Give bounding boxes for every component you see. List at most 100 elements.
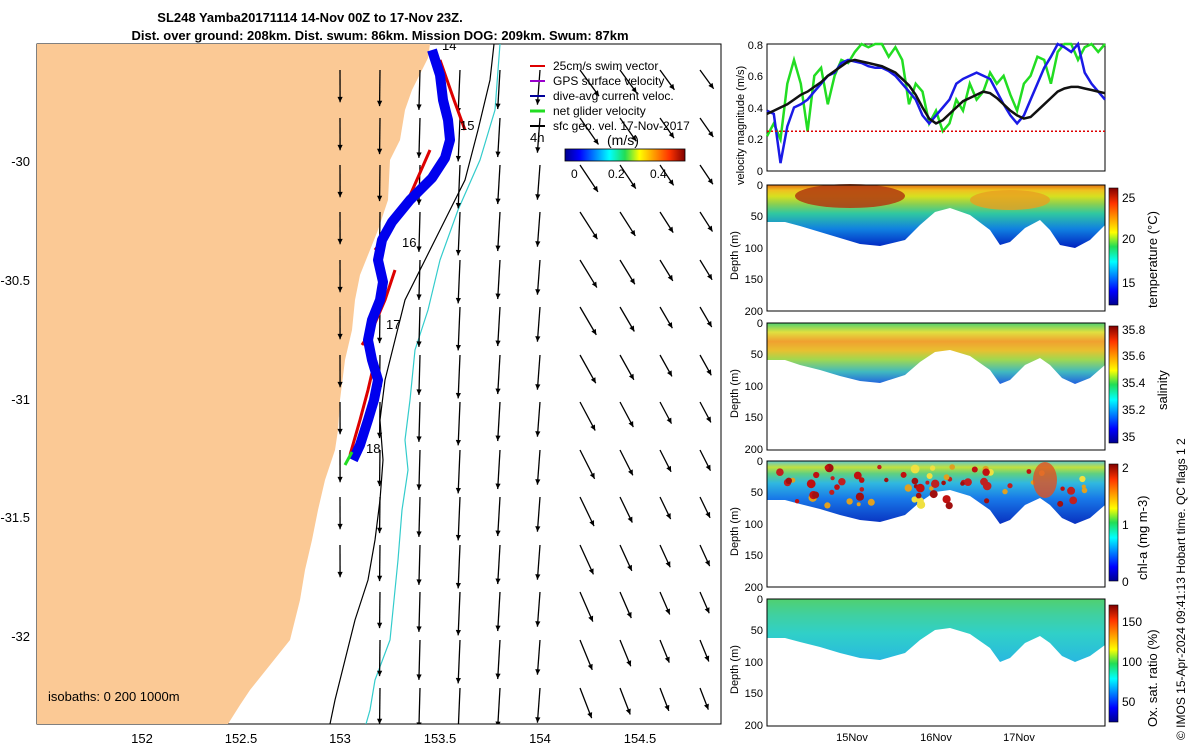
depth-tick: 200 <box>745 582 763 594</box>
velocity-arrowhead <box>455 487 461 494</box>
chlorophyll-sample-dot <box>949 464 955 470</box>
map-x-tick: 152.5 <box>225 731 258 746</box>
depth-axis-labels: Depth (m) Depth (m) Depth (m) Depth (m) <box>729 231 741 694</box>
velocity-arrow <box>536 496 541 532</box>
velocity-arrowhead <box>590 377 596 384</box>
velocity-arrowhead <box>337 144 343 151</box>
chlorophyll-sample-dot <box>943 474 950 481</box>
temperature-colorbar <box>1108 187 1119 306</box>
velocity-arrow <box>457 591 461 636</box>
glider-track <box>348 48 455 463</box>
depth-tick: 200 <box>745 444 763 456</box>
chlorophyll-sample-dot <box>904 484 912 492</box>
velocity-arrow <box>536 544 541 580</box>
vel-y-label: velocity magnitude (m/s) <box>735 66 747 185</box>
velocity-arrowhead <box>337 286 343 293</box>
colorbar-tick-0: 0 <box>571 167 578 181</box>
velocity-arrowhead <box>455 534 461 541</box>
chlorophyll-sample-dot <box>925 480 930 485</box>
velocity-arrowhead <box>495 293 501 300</box>
velocity-arrowhead <box>337 333 343 340</box>
chlorophyll-sample-dot <box>834 484 840 490</box>
vel-y-tick: 0.4 <box>748 103 763 115</box>
velocity-arrowhead <box>535 431 541 437</box>
chlorophyll-sample-dot <box>838 478 846 486</box>
velocity-arrow <box>536 449 541 485</box>
velocity-arrow <box>457 449 461 494</box>
velocity-arrow <box>497 687 501 724</box>
oxygen-frame <box>766 598 1106 727</box>
velocity-arrow <box>536 259 541 295</box>
velocity-arrowhead <box>665 513 671 520</box>
time-x-tick: 15Nov <box>836 732 868 744</box>
velocity-arrowhead <box>535 99 541 105</box>
velocity-arrow <box>457 639 461 684</box>
velocity-arrowhead <box>535 526 541 532</box>
depth-tick: 0 <box>757 456 763 468</box>
chlorophyll-sample-dot <box>785 477 792 484</box>
velocity-arrow <box>457 401 461 446</box>
oxygen-colorbar <box>1108 604 1119 723</box>
chlorophyll-sample-dot <box>867 498 875 506</box>
velocity-arrowhead <box>704 607 710 614</box>
chart-subtitle: Dist. over ground: 208km. Dist. swum: 86… <box>131 28 629 43</box>
velocity-arrowhead <box>377 527 383 534</box>
velocity-arrowhead <box>706 321 712 328</box>
extra-label: 4h <box>530 130 544 145</box>
chlorophyll-colorbar <box>1108 463 1119 582</box>
chlorophyll-sample-dot <box>794 499 800 504</box>
velocity-arrowhead <box>455 344 461 351</box>
chlorophyll-sample-dot <box>900 471 907 478</box>
velocity-arrow <box>418 306 421 347</box>
chlorophyll-sample-dot <box>980 477 988 486</box>
velocity-arrow <box>457 69 461 114</box>
salinity-cbar-tick: 35.4 <box>1122 376 1146 390</box>
chlorophyll-sample-dot <box>830 476 835 481</box>
velocity-arrow <box>536 401 541 437</box>
velocity-arrow <box>418 496 421 537</box>
colorbar-tick-2: 0.4 <box>650 167 667 181</box>
chlorophyll-sample-dot <box>910 464 920 474</box>
velocity-arrow <box>457 306 461 351</box>
velocity-arrowhead <box>627 564 632 571</box>
velocity-arrow <box>497 117 501 158</box>
net-glider-velocity <box>343 451 354 466</box>
isobath-1000m <box>365 44 501 724</box>
velocity-arrowhead <box>665 561 671 568</box>
velocity-arrowhead <box>455 202 461 209</box>
velocity-arrowhead <box>495 388 501 395</box>
chart-title: SL248 Yamba20171114 14-Nov 00Z to 17-Nov… <box>157 10 463 25</box>
velocity-arrowhead <box>337 571 343 578</box>
temperature-cbar-label: temperature (°C) <box>1145 211 1160 308</box>
oxygen-field <box>767 599 1105 662</box>
colorbar-unit: (m/s) <box>607 132 639 148</box>
velocity-arrowhead <box>455 677 461 684</box>
velocity-arrow <box>497 259 501 300</box>
velocity-arrowhead <box>455 392 461 399</box>
velocity-arrowhead <box>416 722 422 724</box>
salinity-colorbar <box>1108 325 1119 444</box>
velocity-arrowhead <box>592 185 598 192</box>
velocity-arrowhead <box>337 191 343 198</box>
chlorophyll-sample-dot <box>916 500 926 509</box>
velocity-arrow <box>457 354 461 399</box>
day-label-17: 17 <box>386 317 400 332</box>
velocity-arrow <box>497 496 501 537</box>
velocity-arrowhead <box>592 233 598 240</box>
velocity-arrowhead <box>495 625 501 632</box>
velocity-arrowhead <box>588 615 594 622</box>
map-y-ticks: -30 -30.5 -31 -31.5 -32 <box>0 154 30 644</box>
chlorophyll-sample-dot <box>915 492 922 499</box>
chlorophyll-sample-dot <box>812 491 820 499</box>
velocity-arrow <box>497 306 501 347</box>
velocity-arrow <box>418 259 421 300</box>
velocity-arrowhead <box>535 336 541 342</box>
chlorophyll-sample-dot <box>984 498 990 504</box>
vel-y-tick: 0 <box>757 166 763 178</box>
credit-text: © IMOS 15-Apr-2024 09:41:13 Hobart time.… <box>1174 438 1188 740</box>
velocity-arrow <box>457 211 461 256</box>
velocity-arrowhead <box>416 341 422 347</box>
chlorophyll-sample-dot <box>1067 486 1076 495</box>
velocity-arrowhead <box>416 674 422 680</box>
